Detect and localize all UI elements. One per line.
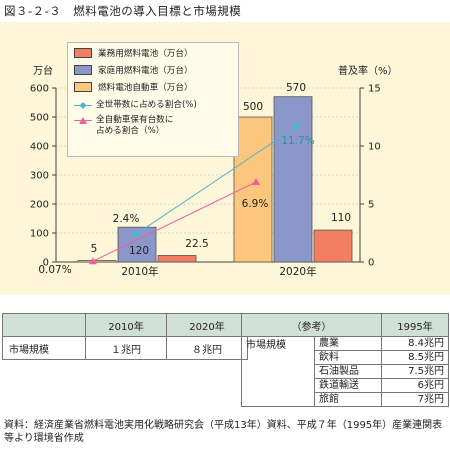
legend-label-vehicle-rate: 全自動車保有台数に 占める割合（%） — [96, 115, 174, 136]
rate-value-label: 2.4% — [113, 213, 140, 225]
market-table-row-label: 市場規模 — [2, 336, 86, 360]
left-tick-label: 600 — [30, 84, 49, 95]
right-tick-label: 10 — [368, 142, 381, 153]
source-note: 資料：経済産業省燃料電池実用化戦略研究会（平成13年）資料、平成７年（1995年… — [4, 420, 443, 444]
market-value-2020: ８兆円 — [166, 336, 248, 360]
rate-value-label: 11.7% — [281, 135, 314, 147]
legend-marker-vehicle — [74, 117, 92, 124]
market-table-year-2020: 2020年 — [166, 313, 248, 337]
reference-table-year: 1995年 — [381, 313, 449, 337]
vehicle-rate-line — [92, 181, 257, 262]
legend-item-business: 業務用燃料電池（万台） — [74, 47, 193, 59]
industry-name: 石油製品 — [314, 364, 382, 379]
market-size-table: 2010年 2020年 市場規模 １兆円 ８兆円 — [2, 313, 248, 360]
left-axis-unit: 万台 — [33, 64, 53, 77]
market-table-corner — [2, 313, 86, 337]
legend-label-vehicle: 燃料電池自動車（万台） — [98, 83, 193, 93]
bar-home — [273, 96, 313, 263]
legend-swatch-business — [74, 48, 92, 58]
reference-table-row-label: 市場規模 — [241, 336, 315, 407]
left-tick-label: 400 — [30, 142, 49, 153]
legend-label-household-rate: 全世帯数に占める割合(%) — [96, 100, 197, 110]
market-value-2010: １兆円 — [85, 336, 167, 360]
legend-swatch-home — [74, 65, 92, 75]
rate-value-label: 0.07% — [38, 264, 71, 276]
industry-value: 8.4兆円 — [381, 336, 449, 351]
category-label-2020: 2020年 — [279, 265, 316, 278]
rate-value-label: 6.9% — [242, 198, 269, 210]
left-tick-label: 0 — [43, 258, 49, 269]
industry-name: 鉄道輸送 — [314, 378, 382, 393]
household-rate-line — [135, 125, 298, 235]
bar-value-label: 22.5 — [185, 238, 208, 250]
legend-label-business: 業務用燃料電池（万台） — [98, 49, 193, 59]
right-tick-label: 0 — [368, 258, 374, 269]
bar-home — [117, 226, 157, 263]
household-rate-point — [132, 230, 140, 239]
vehicle-rate-point — [89, 257, 97, 265]
market-table-year-2010: 2010年 — [85, 313, 167, 337]
bar-value-label: 5 — [91, 243, 98, 255]
legend-label-home: 家庭用燃料電池（万台） — [98, 66, 193, 76]
bar-value-label: 120 — [129, 245, 149, 257]
left-tick-label: 200 — [30, 200, 49, 211]
industry-name: 旅館 — [314, 392, 382, 407]
bar-business — [313, 229, 353, 263]
bar-value-label: 500 — [243, 101, 263, 113]
bar-value-label: 110 — [331, 212, 351, 224]
figure-title: 図３-２-３ 燃料電池の導入目標と市場規模 — [4, 4, 242, 18]
bar-value-label: 570 — [286, 82, 306, 94]
industry-value: 8.5兆円 — [381, 350, 449, 365]
legend-item-home: 家庭用燃料電池（万台） — [74, 64, 193, 76]
legend-marker-household — [74, 102, 92, 109]
fuel-cell-chart: 万台 普及率（%） 0 100 200 300 400 500 600 0 5 10 15 5 120 22.… — [30, 64, 398, 278]
legend-item-vehicle: 燃料電池自動車（万台） — [74, 81, 193, 93]
bar-business — [157, 255, 197, 263]
category-label-2010: 2010年 — [121, 265, 158, 278]
chart-legend: 業務用燃料電池（万台） 家庭用燃料電池（万台） 燃料電池自動車（万台） 全世帯数… — [67, 42, 239, 157]
reference-table-corner: （参考） — [241, 313, 382, 337]
bar-vehicle — [77, 260, 117, 263]
industry-value: 7.5兆円 — [381, 364, 449, 379]
left-tick-label: 100 — [30, 229, 49, 240]
reference-market-table: （参考） 1995年 市場規模 農業 8.4兆円 飲料 8.5兆円 石油製品 7… — [241, 313, 449, 407]
legend-swatch-vehicle — [74, 82, 92, 92]
left-tick-label: 300 — [30, 171, 49, 182]
right-tick-label: 5 — [368, 200, 374, 211]
right-axis-unit: 普及率（%） — [338, 64, 398, 77]
industry-value: 6兆円 — [381, 378, 449, 393]
industry-value: 7兆円 — [381, 392, 449, 407]
industry-name: 農業 — [314, 336, 382, 351]
left-tick-label: 500 — [30, 113, 49, 124]
vehicle-rate-point — [252, 177, 260, 185]
industry-name: 飲料 — [314, 350, 382, 365]
right-tick-label: 15 — [368, 84, 381, 95]
household-rate-point — [293, 122, 301, 131]
chart-panel: 万台 普及率（%） 0 100 200 300 400 500 600 0 5 10 15 5 120 22.… — [0, 22, 450, 295]
